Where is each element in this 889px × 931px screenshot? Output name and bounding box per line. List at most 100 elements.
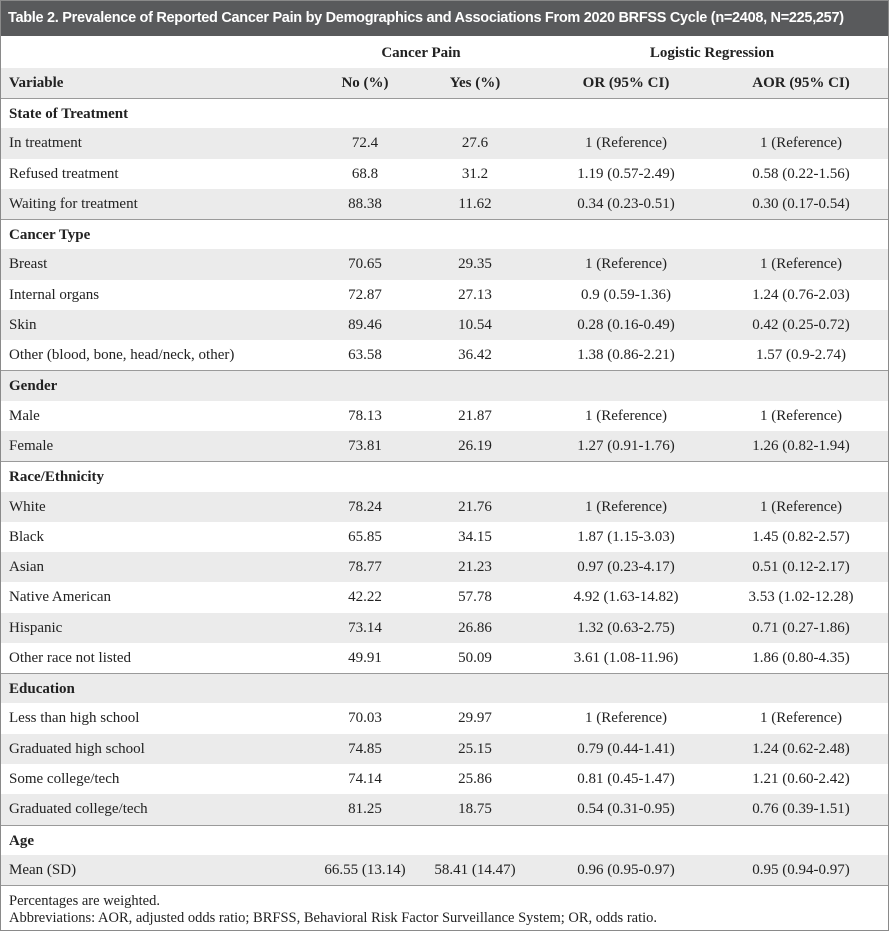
cell-value: 25.15 (458, 740, 492, 757)
cell-value: 78.13 (348, 407, 382, 424)
cell-value: 1 (Reference) (584, 710, 668, 727)
cell-value: 1 (Reference) (584, 135, 668, 152)
row-label: Breast (9, 256, 48, 273)
cell-value: 1 (Reference) (759, 135, 843, 152)
cell-value: 1.38 (0.86-2.21) (577, 347, 675, 364)
cell-value: 4.92 (1.63-14.82) (573, 589, 679, 606)
cell-value: 0.71 (0.27-1.86) (752, 619, 850, 636)
cell-value: 1.24 (0.62-2.48) (752, 740, 850, 757)
cell-value: 0.58 (0.22-1.56) (752, 165, 850, 182)
data-row: Internal organs 72.87 27.13 0.9 (0.59-1.36)… (1, 280, 888, 310)
row-label: Graduated college/tech (9, 801, 148, 818)
row-label: Female (9, 438, 54, 454)
data-row: Less than high school 70.03 29.97 1 (Refere… (1, 703, 888, 733)
data-row: Black 65.85 34.15 1.87 (1.15-3.03) 1.45 (0.8… (1, 522, 888, 552)
cell-value: 65.85 (348, 528, 382, 545)
cell-value: 1.87 (1.15-3.03) (577, 528, 675, 545)
cell-value: 1.27 (0.91-1.76) (577, 438, 675, 454)
section-row: Race/Ethnicity (1, 461, 888, 491)
data-row: Native American 42.22 57.78 4.92 (1.63-14.8… (1, 582, 888, 612)
row-label: White (9, 498, 46, 515)
cell-value: 74.85 (348, 740, 382, 757)
data-row: Male 78.13 21.87 1 (Reference) 1 (Reference) (1, 401, 888, 431)
data-row: White 78.24 21.76 1 (Reference) 1 (Reference… (1, 491, 888, 522)
cell-value: 0.97 (0.23-4.17) (577, 559, 675, 576)
cell-value: 3.61 (1.08-11.96) (573, 649, 679, 666)
cell-value: 72.4 (351, 135, 379, 152)
cell-value: 1.26 (0.82-1.94) (752, 438, 850, 454)
cell-value: 72.87 (348, 286, 382, 303)
row-label: Mean (SD) (9, 861, 77, 878)
cell-value: 74.14 (348, 770, 382, 787)
footnote: Abbreviations: AOR, adjusted odds ratio;… (9, 910, 658, 927)
data-row: Other race not listed 49.91 50.09 3.61 (1.0… (1, 643, 888, 673)
cell-value: 27.13 (458, 286, 492, 303)
cell-value: 58.41 (14.47) (434, 861, 516, 878)
cell-value: 34.15 (458, 528, 492, 545)
data-row: Other (blood, bone, head/neck, other) 63.… (1, 340, 888, 370)
cell-value: 50.09 (458, 649, 492, 666)
section-title: Race/Ethnicity (9, 469, 104, 486)
column-header: OR (95% CI) (582, 74, 670, 91)
row-label: Refused treatment (9, 165, 119, 182)
cell-value: 66.55 (13.14) (324, 861, 406, 878)
cell-value: 21.23 (458, 559, 492, 576)
cell-value: 0.28 (0.16-0.49) (577, 316, 675, 333)
cell-value: 68.8 (351, 165, 379, 182)
cell-value: 57.78 (458, 589, 492, 606)
data-row: Graduated college/tech 81.25 18.75 0.54 (0.… (1, 794, 888, 825)
section-row: State of Treatment (1, 98, 888, 128)
cell-value: 29.35 (458, 256, 492, 273)
cell-value: 1.32 (0.63-2.75) (577, 619, 675, 636)
cell-value: 29.97 (458, 710, 492, 727)
group-header: Cancer Pain (381, 44, 461, 61)
data-row: Mean (SD) 66.55 (13.14) 58.41 (14.47) 0.96 … (1, 854, 888, 886)
column-header: Yes (%) (449, 74, 501, 91)
cell-value: 73.81 (348, 438, 382, 454)
cell-value: 1 (Reference) (759, 407, 843, 424)
row-label: Black (9, 528, 44, 545)
column-header: No (%) (341, 74, 389, 91)
row-label: Male (9, 407, 40, 424)
data-row: In treatment 72.4 27.6 1 (Reference) 1 (Refe… (1, 128, 888, 159)
cell-value: 1.57 (0.9-2.74) (756, 347, 846, 364)
row-label: Skin (9, 316, 37, 333)
data-row: Refused treatment 68.8 31.2 1.19 (0.57-2.49… (1, 159, 888, 189)
cell-value: 0.34 (0.23-0.51) (577, 195, 675, 212)
cell-value: 0.54 (0.31-0.95) (577, 801, 675, 818)
section-row: Age (1, 824, 888, 855)
cell-value: 0.9 (0.59-1.36) (581, 286, 671, 303)
cell-value: 10.54 (458, 316, 492, 333)
cell-value: 81.25 (348, 801, 382, 818)
row-label: Asian (9, 559, 44, 576)
data-row: Waiting for treatment 88.38 11.62 0.34 (0.2… (1, 188, 888, 220)
cell-value: 36.42 (458, 347, 492, 364)
cell-value: 1 (Reference) (584, 256, 668, 273)
cell-value: 1.86 (0.80-4.35) (752, 649, 850, 666)
cell-value: 78.77 (348, 559, 382, 576)
cell-value: 70.03 (348, 710, 382, 727)
section-title: Gender (9, 378, 58, 395)
cell-value: 63.58 (348, 347, 382, 364)
cell-value: 25.86 (458, 770, 492, 787)
row-label: Some college/tech (9, 770, 120, 787)
section-row: Education (1, 673, 888, 704)
data-row: Female 73.81 26.19 1.27 (0.91-1.76) 1.26 (0.… (1, 431, 888, 462)
cell-value: 0.95 (0.94-0.97) (752, 861, 850, 878)
cell-value: 1 (Reference) (584, 498, 668, 515)
row-label: Native American (9, 589, 112, 606)
cell-value: 0.76 (0.39-1.51) (752, 801, 850, 818)
cell-value: 1.21 (0.60-2.42) (752, 770, 850, 787)
cell-value: 0.30 (0.17-0.54) (752, 195, 850, 212)
cell-value: 0.51 (0.12-2.17) (752, 559, 850, 576)
cell-value: 3.53 (1.02-12.28) (748, 589, 854, 606)
cell-value: 49.91 (348, 649, 382, 666)
cell-value: 1 (Reference) (759, 710, 843, 727)
cell-value: 73.14 (348, 619, 382, 636)
column-header: AOR (95% CI) (752, 74, 850, 91)
footnote: Percentages are weighted. (9, 893, 160, 910)
cell-value: 11.62 (458, 195, 492, 212)
cell-value: 31.2 (461, 165, 489, 182)
data-row: Some college/tech 74.14 25.86 0.81 (0.45-1.… (1, 764, 888, 794)
